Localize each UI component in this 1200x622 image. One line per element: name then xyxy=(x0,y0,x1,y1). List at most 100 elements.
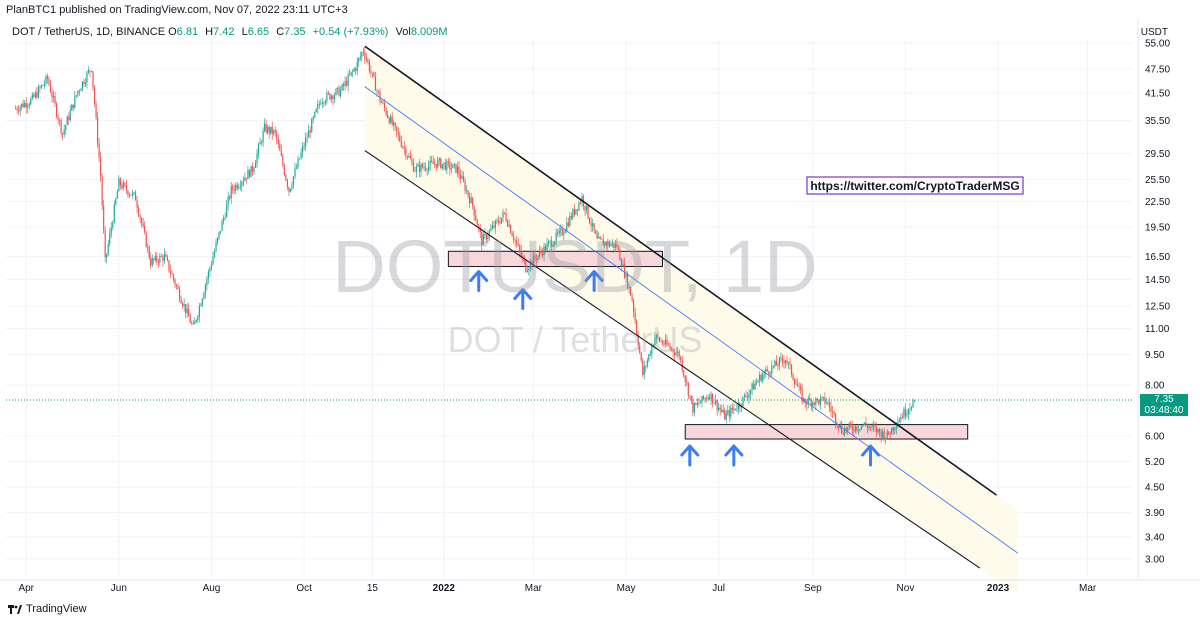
y-tick-label: 41.50 xyxy=(1145,88,1170,99)
candle-body xyxy=(875,427,878,433)
candle xyxy=(494,219,497,234)
candle-body xyxy=(655,335,657,338)
candle-body xyxy=(298,158,301,160)
candle xyxy=(338,84,340,97)
candle xyxy=(301,142,304,158)
candle xyxy=(883,428,885,442)
y-tick-label: 22.50 xyxy=(1145,197,1170,208)
candle xyxy=(42,84,44,87)
candle xyxy=(25,97,27,114)
candle-body xyxy=(754,383,756,390)
candle xyxy=(390,113,392,124)
candle xyxy=(113,200,115,224)
candle-body xyxy=(636,321,638,334)
candle-body xyxy=(137,207,140,216)
candle xyxy=(49,80,52,94)
candle xyxy=(387,110,389,119)
candle xyxy=(458,161,460,180)
candle xyxy=(39,84,41,93)
candle-body xyxy=(607,241,609,246)
candle-body xyxy=(37,87,39,98)
candle xyxy=(847,426,849,435)
candle xyxy=(721,404,723,413)
candle-body xyxy=(830,407,832,412)
candle xyxy=(464,177,466,195)
candle-body xyxy=(332,95,334,100)
candle-body xyxy=(910,407,913,409)
candle-body xyxy=(406,156,408,158)
candle xyxy=(822,396,825,402)
candle-body xyxy=(403,146,405,149)
candle xyxy=(189,312,191,324)
candle-body xyxy=(19,106,21,112)
candle-body xyxy=(121,185,123,189)
publisher-line: PlanBTC1 published on TradingView.com, N… xyxy=(6,4,348,16)
footer-brand[interactable]: TradingView xyxy=(8,603,87,615)
candle-body xyxy=(165,254,167,257)
candle xyxy=(813,401,815,406)
candle xyxy=(529,258,531,272)
time-axis[interactable]: Apr Jun Aug Oct 15 2022 Mar May Jul Sep Nov 2023 Mar xyxy=(0,579,1200,594)
candle-body xyxy=(250,165,252,178)
candle xyxy=(731,403,733,414)
candle xyxy=(850,421,852,429)
candle-body xyxy=(584,205,586,211)
candle-body xyxy=(458,166,460,175)
y-tick-label: 3.40 xyxy=(1145,532,1165,543)
candle-body xyxy=(657,335,659,338)
candle-body xyxy=(711,393,714,403)
candle-body xyxy=(377,90,380,93)
candle-body xyxy=(469,196,471,204)
candle xyxy=(295,163,298,170)
candle-body xyxy=(737,403,739,410)
candle-body xyxy=(749,390,752,394)
candle-body xyxy=(390,116,392,123)
candle-body xyxy=(387,114,389,118)
candle xyxy=(452,164,454,169)
candle xyxy=(78,89,80,96)
candle xyxy=(913,399,916,403)
candle xyxy=(60,118,62,137)
candle xyxy=(127,189,129,199)
candle xyxy=(514,238,516,247)
candle-body xyxy=(743,395,746,398)
candle xyxy=(327,90,330,96)
candle-body xyxy=(815,398,817,405)
candle xyxy=(628,283,630,294)
candle xyxy=(566,217,568,233)
candle xyxy=(677,346,679,359)
candle-body xyxy=(393,122,395,125)
candle-body xyxy=(162,256,164,261)
candle xyxy=(681,355,683,373)
candle xyxy=(163,248,166,264)
candle xyxy=(145,230,147,248)
candle xyxy=(728,405,730,423)
twitter-link[interactable]: https://twitter.com/CryptoTraderMSG xyxy=(810,179,1019,193)
candle-body xyxy=(722,409,724,412)
candle xyxy=(444,158,446,172)
candle-body xyxy=(124,182,126,185)
candle xyxy=(692,395,694,417)
candle-body xyxy=(576,209,579,211)
candle-body xyxy=(551,240,553,247)
candle xyxy=(762,369,764,384)
candle xyxy=(352,68,354,78)
candle xyxy=(393,119,395,131)
candle-body xyxy=(229,196,231,199)
candle xyxy=(546,237,548,251)
y-tick-label: 29.50 xyxy=(1145,149,1170,160)
candle-body xyxy=(216,237,219,243)
symbol-name[interactable]: DOT / TetherUS, 1D, BINANCE xyxy=(12,26,166,38)
price-axis[interactable]: 55.00 47.50 41.50 35.50 29.50 25.50 22.50 19.50… xyxy=(1137,20,1170,578)
candle xyxy=(286,178,289,191)
candle-body xyxy=(122,182,125,189)
candle xyxy=(265,119,267,135)
candle xyxy=(417,161,419,167)
candle-body xyxy=(888,431,890,435)
candle-body xyxy=(807,398,809,405)
arrow-head xyxy=(469,270,489,283)
candle-body xyxy=(265,123,267,133)
candle-body xyxy=(906,413,908,416)
candle xyxy=(551,235,553,252)
